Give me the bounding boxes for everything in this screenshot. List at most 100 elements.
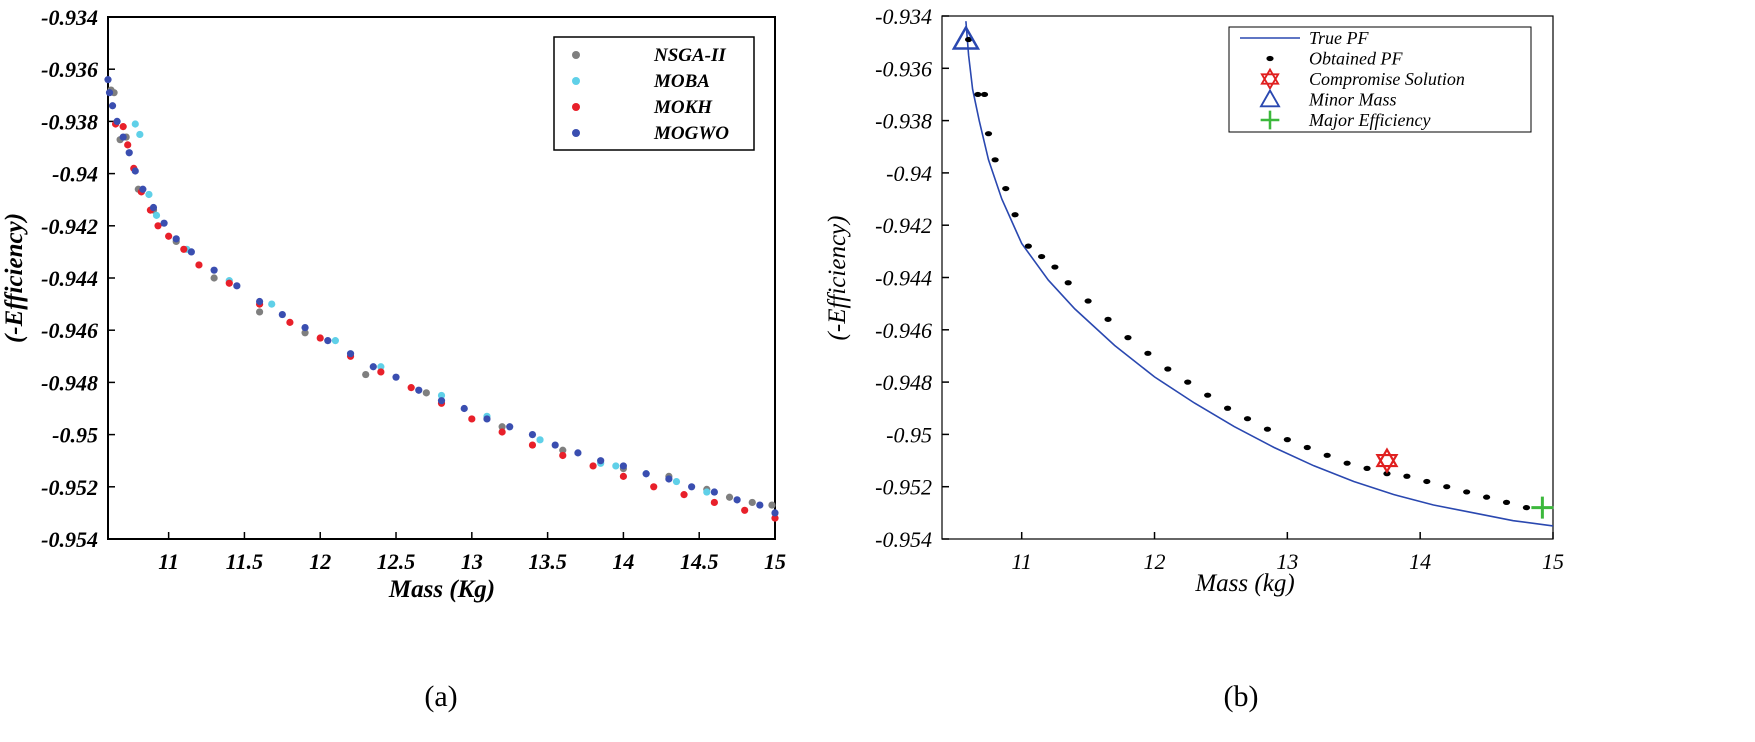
nsga-ii-point	[725, 493, 734, 501]
y-tick-label: -0.95	[886, 422, 932, 447]
legend-mogwo-label: MOGWO	[653, 123, 729, 144]
obtained-pf-point	[1303, 444, 1311, 451]
y-tick-label: -0.942	[41, 214, 98, 239]
panel-a-x-axis-label: Mass (Kg)	[388, 576, 495, 603]
mogwo-point	[483, 415, 491, 423]
panel-a-chart: 11 11.5 12 12.5 13 13.5 14 14.5 15 -0.934 -0.936 -0…	[1, 5, 786, 713]
panel-b-y-axis-label: (-Efficiency)	[824, 216, 851, 341]
obtained-pf-point	[1443, 484, 1451, 490]
mogwo-point	[771, 509, 779, 517]
obtained-pf-point	[1502, 499, 1511, 505]
y-tick-label: -0.94	[52, 162, 98, 187]
obtained-pf-point	[1343, 460, 1351, 466]
mogwo-point	[108, 102, 117, 110]
obtained-pf-point	[1104, 316, 1112, 322]
obtained-pf-point	[1038, 253, 1046, 260]
moba-point	[703, 488, 711, 496]
mokh-point	[316, 334, 324, 342]
panel-b-axes: 11 12 13 14 15 -0.934 -0.936 -0.938 -0.94 -0.942 -…	[875, 4, 1564, 574]
x-tick-label: 12	[309, 549, 331, 574]
y-tick-label: -0.948	[875, 370, 932, 395]
nsga-ii-point	[498, 423, 506, 431]
legend-moba-label: MOBA	[653, 71, 710, 92]
moba-point	[672, 477, 681, 486]
mogwo-point	[551, 441, 559, 449]
mogwo-point	[278, 310, 286, 319]
mokh-point	[377, 368, 385, 376]
mogwo-point	[619, 462, 628, 470]
mogwo-point	[255, 297, 264, 306]
obtained-pf-point	[1024, 243, 1032, 249]
moba-point	[612, 462, 620, 470]
panel-a-label: (a)	[424, 680, 457, 713]
obtained-pf-point	[1011, 212, 1019, 218]
mokh-point	[154, 222, 162, 230]
obtained-pf-point	[1482, 494, 1491, 500]
nsga-ii-point	[768, 501, 776, 509]
major-efficiency-point	[1531, 496, 1554, 519]
y-tick-label: -0.95	[52, 423, 98, 448]
y-tick-label: -0.938	[875, 109, 932, 134]
y-tick-label: -0.954	[875, 527, 932, 552]
legend-compromise-solution-swatch	[1260, 67, 1280, 91]
mokh-point	[195, 261, 203, 269]
obtained-pf-point	[1064, 280, 1072, 286]
mogwo-point	[528, 431, 537, 439]
obtained-pf-point	[1363, 465, 1371, 471]
mogwo-point	[506, 423, 514, 431]
mokh-point	[559, 451, 567, 460]
obtained-pf-point	[991, 157, 999, 163]
mokh-point	[741, 506, 749, 514]
obtained-pf-point	[1164, 366, 1172, 372]
y-tick-label: -0.936	[41, 57, 98, 82]
y-tick-label: -0.952	[875, 475, 932, 500]
x-tick-label: 11	[1012, 549, 1032, 574]
legend-mokh-label: MOKH	[653, 97, 713, 118]
mogwo-point	[125, 149, 133, 157]
obtained-pf-point	[1051, 264, 1059, 270]
panel-a-legend: NSGA-II MOBA MOKH MOGWO	[553, 36, 755, 151]
mogwo-point	[131, 167, 139, 175]
legend-minor-mass-swatch	[1259, 88, 1281, 108]
mogwo-point	[172, 235, 180, 243]
mogwo-point	[665, 475, 673, 483]
mogwo-point	[597, 457, 605, 465]
mokh-point	[619, 472, 628, 480]
moba-point	[131, 120, 139, 128]
obtained-pf-point	[974, 91, 982, 98]
x-tick-label: 11	[158, 549, 179, 574]
legend-compromise-solution-label: Compromise Solution	[1309, 69, 1465, 89]
mogwo-point	[104, 76, 112, 84]
panel-b-x-axis-label: Mass (kg)	[1194, 570, 1294, 597]
y-tick-label: -0.946	[875, 318, 932, 343]
mogwo-point	[210, 266, 218, 274]
mogwo-point	[392, 373, 400, 381]
compromise-solution-point	[1375, 447, 1399, 474]
x-tick-label: 13	[461, 549, 483, 574]
mokh-point	[680, 491, 688, 499]
moba-point	[377, 363, 385, 371]
obtained-pf-point	[1223, 405, 1232, 411]
nsga-ii-point	[301, 329, 309, 337]
legend-true-pf-label: True PF	[1309, 28, 1370, 48]
obtained-pf-point	[1144, 350, 1152, 356]
y-tick-label: -0.946	[41, 318, 98, 343]
x-tick-label: 14.5	[680, 549, 719, 574]
nsga-ii-point	[422, 389, 430, 397]
y-tick-label: -0.944	[41, 266, 98, 291]
series-minor-mass	[951, 25, 981, 50]
mogwo-point	[149, 203, 158, 212]
moba-point	[331, 337, 339, 345]
minor-mass-point	[951, 25, 981, 50]
obtained-pf-point	[1463, 489, 1471, 495]
moba-point	[437, 391, 446, 400]
mogwo-point	[733, 496, 741, 504]
x-tick-label: 13.5	[528, 549, 567, 574]
mogwo-point	[756, 501, 764, 509]
mogwo-point	[574, 449, 582, 457]
mogwo-point	[105, 89, 114, 97]
obtained-pf-point	[964, 36, 973, 43]
y-tick-label: -0.934	[875, 4, 932, 29]
